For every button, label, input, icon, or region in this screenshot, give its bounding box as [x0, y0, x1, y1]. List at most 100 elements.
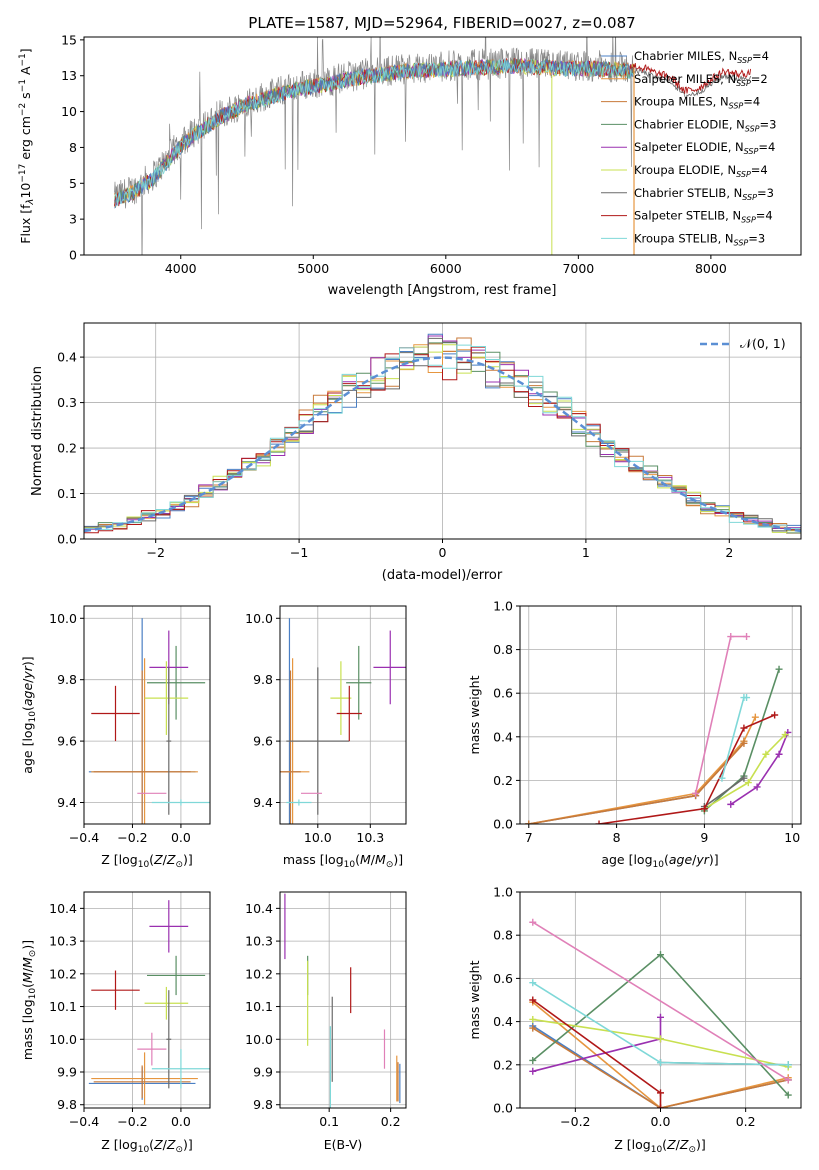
residuals-ylabel: Normed distribution [30, 366, 45, 496]
weight-vs-age-ticks: 7 8 9 10 0.0 0.2 0.4 0.6 0.8 1.0 [493, 599, 800, 846]
legend-label-name: Salpeter STELIB, N [634, 209, 741, 223]
spectrum-lines [114, 37, 752, 255]
age-vs-Z-plot-area [83, 606, 210, 824]
legend-label-n: =4 [751, 163, 768, 177]
x-tick-label: 6000 [430, 261, 462, 276]
x-tick-label: 0.0 [651, 1114, 671, 1129]
weight-line [721, 696, 747, 779]
y-tick-label: 10.2 [245, 966, 273, 981]
weight-line [528, 740, 745, 824]
y-tick-label: 5 [69, 176, 77, 191]
y-tick-label: 9.9 [253, 1065, 273, 1080]
weight-marker [692, 789, 700, 797]
legend-label-name: Chabrier STELIB, N [634, 186, 742, 200]
errorbars [88, 618, 210, 824]
weight-marker [727, 800, 735, 808]
legend-label: Chabrier ELODIE, NSSP=3 [634, 117, 776, 133]
weight-vs-Z-panel: −0.2 0.0 0.2 0.0 0.2 0.4 0.6 0.8 1.0 Z [log10(Z/… [467, 885, 802, 1155]
x-tick-label: −1 [290, 545, 308, 560]
legend-label-n: =4 [758, 140, 775, 154]
age-vs-Z-ylabel: age [log10(age/yr)] [20, 656, 38, 773]
gaussian-curve [84, 356, 801, 533]
y-tick-label: 9.8 [253, 1097, 273, 1112]
weight-marker [740, 774, 748, 782]
x-tick-label: 10.3 [356, 830, 384, 845]
x-tick-label: 8 [613, 830, 621, 845]
legend-label-n: =3 [760, 117, 777, 131]
x-tick-label: 4000 [165, 261, 197, 276]
legend-label: Salpeter ELODIE, NSSP=4 [634, 140, 775, 156]
x-tick-label: −0.4 [69, 1114, 99, 1129]
age-vs-Z-xlabel: Z [log10(Z/Z⊙)] [101, 852, 193, 870]
y-tick-label: 0.4 [493, 729, 513, 744]
mass-vs-Z-ylabel: mass [log10(M/M⊙)] [20, 940, 38, 1060]
legend-label: Kroupa STELIB, NSSP=3 [634, 231, 765, 247]
residuals-panel: −2 −1 0 1 2 0.0 0.1 0.2 0.3 0.4 (data-model)/erro… [30, 322, 802, 583]
x-tick-label: 0 [439, 545, 447, 560]
y-tick-label: 10 [61, 104, 77, 119]
y-tick-label: 9.8 [57, 672, 77, 687]
weight-marker [743, 694, 751, 702]
y-tick-label: 0.6 [493, 686, 513, 701]
weight-line [528, 716, 757, 824]
y-tick-label: 0.2 [493, 773, 513, 788]
x-tick-label: 7000 [562, 261, 594, 276]
observed-spectrum [114, 37, 635, 255]
weight-vs-Z-ticks: −0.2 0.0 0.2 0.0 0.2 0.4 0.6 0.8 1.0 [493, 885, 755, 1130]
legend-label-name: Chabrier ELODIE, N [634, 117, 745, 131]
legend-label: Kroupa MILES, NSSP=4 [634, 95, 760, 111]
age-vs-mass-panel: 10.0 10.3 9.4 9.6 9.8 10.0 mass [log10(M/M⊙)] [245, 605, 407, 870]
x-tick-label: 0.2 [381, 1114, 401, 1129]
weight-line [532, 1001, 789, 1108]
weight-line [703, 777, 745, 808]
weight-marker [740, 739, 748, 747]
weight-line [730, 732, 789, 806]
y-tick-label: 0 [69, 248, 77, 263]
y-tick-label: 9.6 [253, 734, 273, 749]
weight-marker [744, 779, 752, 787]
age-vs-mass-plot-area [280, 606, 406, 824]
y-tick-label: 10.1 [49, 999, 77, 1014]
weight-marker [753, 783, 761, 791]
residuals-legend: 𝒩(0, 1) [700, 336, 786, 351]
age-vs-mass-ticks: 10.0 10.3 9.4 9.6 9.8 10.0 [245, 611, 384, 845]
y-tick-label: 0.0 [57, 532, 77, 547]
legend-label-n: =2 [751, 72, 768, 86]
errorbars [284, 893, 401, 1108]
model-spectrum [114, 58, 635, 206]
gaussian-legend-label: 𝒩(0, 1) [740, 336, 786, 351]
mass-vs-EBV-frame [279, 891, 407, 1109]
y-tick-label: 10.4 [49, 901, 77, 916]
y-tick-label: 10.0 [49, 1032, 77, 1047]
legend-label: Chabrier STELIB, NSSP=3 [634, 186, 774, 202]
y-tick-label: 0.0 [493, 1101, 513, 1116]
weight-line [532, 1027, 789, 1108]
legend-label-sub: SSP [741, 216, 756, 225]
weight-lines [525, 633, 792, 824]
weight-marker [784, 1061, 792, 1069]
spectrum-xlabel: wavelength [Angstrom, rest frame] [328, 283, 557, 298]
x-tick-label: 8000 [695, 261, 727, 276]
legend-label-sub: SSP [736, 170, 751, 179]
mass-vs-Z-panel: −0.4 −0.2 0.0 9.8 9.9 10.0 10.1 10.2 10.3 10.4 Z … [20, 891, 211, 1155]
legend-label-name: Chabrier MILES, N [634, 49, 737, 63]
y-tick-label: 8 [69, 140, 77, 155]
y-tick-label: 10.1 [245, 999, 273, 1014]
y-tick-label: 0.1 [57, 486, 77, 501]
weight-line [532, 921, 789, 1081]
errorbars [88, 900, 210, 1105]
y-tick-label: 10.3 [245, 934, 273, 949]
weight-marker [657, 1013, 664, 1021]
weight-marker [529, 1024, 537, 1032]
y-tick-label: 0.4 [493, 1014, 513, 1029]
y-tick-label: 0.8 [493, 928, 513, 943]
mass-vs-EBV-ticks: 0.1 0.2 9.8 9.9 10.0 10.1 10.2 10.3 10.4 [245, 901, 400, 1129]
weight-marker [775, 665, 783, 673]
x-tick-label: 1 [582, 545, 590, 560]
y-tick-label: 3 [69, 212, 77, 227]
y-tick-label: 0.2 [57, 441, 77, 456]
weight-marker [657, 951, 664, 959]
residual-histograms [84, 333, 801, 539]
weight-marker [700, 805, 708, 813]
legend-label: Kroupa ELODIE, NSSP=4 [634, 163, 768, 179]
